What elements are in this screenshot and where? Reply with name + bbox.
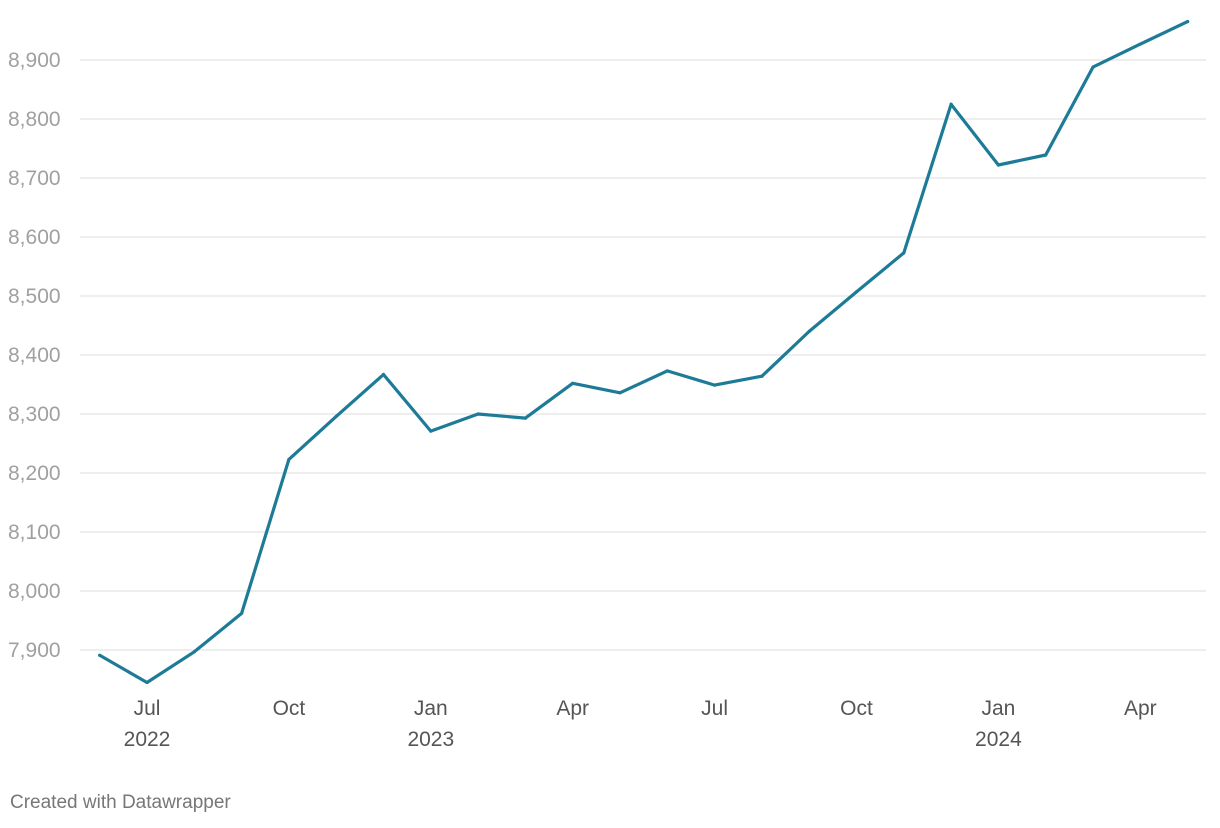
data-point [1044, 153, 1048, 157]
x-tick-label: Apr [556, 697, 589, 720]
x-tick-label: Jan [981, 697, 1015, 720]
data-point [713, 383, 717, 387]
x-tick-label: Oct [840, 697, 873, 720]
data-point [949, 102, 953, 106]
y-tick-label: 8,800 [8, 108, 61, 131]
y-tick-label: 8,700 [8, 167, 61, 190]
data-point [145, 680, 149, 685]
x-tick-label: Oct [273, 697, 306, 720]
data-point [1186, 20, 1190, 24]
y-tick-label: 8,900 [8, 49, 61, 72]
data-point [760, 374, 764, 378]
data-point [287, 457, 291, 462]
x-tick-label: Jul [701, 697, 728, 720]
data-point [571, 381, 575, 385]
data-point [381, 372, 386, 377]
gridlines [80, 59, 1206, 651]
data-point [98, 653, 102, 657]
x-axis-labels: Jul 2022 Oct Jan 2023 Apr Jul Oct Jan 2024 Apr [124, 697, 1157, 751]
y-tick-label: 8,600 [8, 226, 61, 249]
y-tick-label: 8,000 [8, 580, 61, 603]
y-tick-label: 8,500 [8, 285, 61, 308]
data-point [807, 329, 811, 333]
x-tick-year-label: 2023 [407, 728, 454, 751]
x-tick-label: Apr [1124, 697, 1157, 720]
x-tick-label: Jul [134, 697, 161, 720]
data-point [240, 611, 244, 616]
data-point [902, 251, 906, 255]
data-point [476, 412, 480, 416]
data-point [665, 369, 669, 373]
data-point [854, 290, 859, 294]
series-line [98, 20, 1190, 685]
y-axis-labels: 7,900 8,000 8,100 8,200 8,300 8,400 8,500 8,600… [8, 49, 61, 662]
data-point [996, 163, 1001, 167]
data-point [523, 416, 528, 420]
data-point [1091, 65, 1095, 69]
x-tick-label: Jan [414, 697, 448, 720]
y-tick-label: 8,400 [8, 344, 61, 367]
data-point [618, 391, 622, 395]
series-lines [98, 20, 1190, 685]
data-point [192, 650, 196, 654]
y-tick-label: 8,200 [8, 462, 61, 485]
y-tick-label: 8,100 [8, 521, 61, 544]
y-tick-label: 8,300 [8, 403, 61, 426]
x-tick-year-label: 2024 [975, 728, 1022, 751]
data-point [1138, 42, 1142, 46]
data-point [334, 414, 338, 418]
credit-text: Created with Datawrapper [10, 792, 231, 813]
y-tick-label: 7,900 [8, 639, 61, 662]
data-point [429, 429, 433, 433]
x-tick-year-label: 2022 [124, 728, 171, 751]
